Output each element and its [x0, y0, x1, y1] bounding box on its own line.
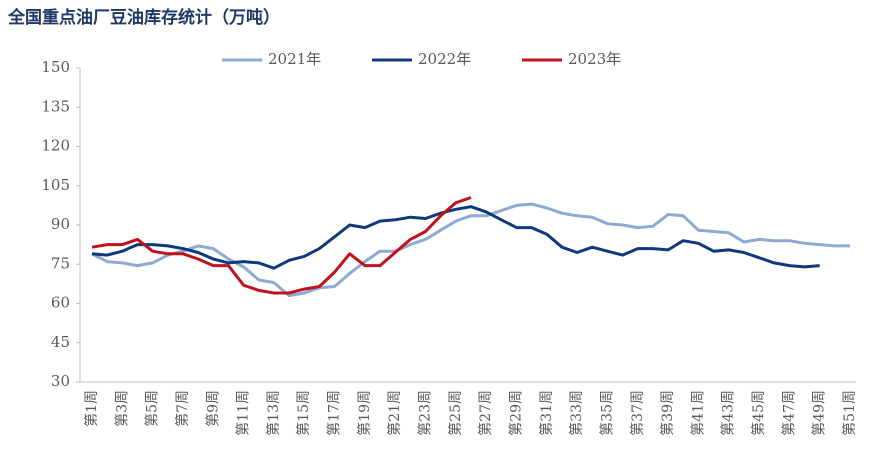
x-tick-label: 第1周: [83, 390, 100, 427]
x-tick-label: 第13周: [265, 390, 282, 436]
x-tick-label: 第3周: [113, 390, 130, 427]
x-tick-label: 第27周: [477, 390, 494, 436]
y-tick-label: 135: [41, 97, 70, 115]
x-tick-label: 第17周: [326, 390, 343, 436]
x-tick-label: 第47周: [780, 390, 797, 436]
y-tick-label: 120: [41, 137, 70, 155]
x-tick-label: 第29周: [507, 390, 524, 436]
x-tick-label: 第33周: [568, 390, 585, 436]
x-tick-label: 第43周: [720, 390, 737, 436]
x-tick-label: 第25周: [447, 390, 464, 436]
y-tick-label: 75: [51, 254, 70, 272]
x-tick-label: 第7周: [174, 390, 191, 427]
x-tick-label: 第21周: [386, 390, 403, 436]
y-tick-label: 60: [51, 294, 70, 312]
x-tick-label: 第49周: [811, 390, 828, 436]
x-tick-label: 第41周: [689, 390, 706, 436]
x-tick-label: 第11周: [235, 390, 252, 436]
x-tick-label: 第19周: [356, 390, 373, 436]
chart-title: 全国重点油厂豆油库存统计（万吨）: [7, 7, 280, 28]
x-tick-label: 第31周: [538, 390, 555, 436]
y-tick-label: 30: [51, 372, 70, 390]
series-line: [91, 205, 820, 270]
x-tick-label: 第51周: [841, 390, 858, 436]
x-tick-label: 第15周: [295, 390, 312, 436]
series-line: [91, 196, 472, 295]
y-tick-label: 90: [51, 215, 70, 233]
x-tick-label: 第5周: [144, 390, 161, 427]
legend-label: 2022年: [418, 50, 471, 68]
x-tick-label: 第39周: [659, 390, 676, 436]
x-tick-label: 第37周: [629, 390, 646, 436]
x-tick-label: 第35周: [598, 390, 615, 436]
legend-label: 2021年: [268, 50, 321, 68]
legend-label: 2023年: [568, 50, 621, 68]
y-tick-label: 150: [41, 58, 70, 76]
x-tick-label: 第23周: [417, 390, 434, 436]
x-tick-label: 第9周: [204, 390, 221, 427]
y-tick-label: 105: [41, 176, 70, 194]
x-tick-label: 第45周: [750, 390, 767, 436]
series-line: [91, 202, 850, 298]
y-tick-label: 45: [51, 333, 70, 351]
